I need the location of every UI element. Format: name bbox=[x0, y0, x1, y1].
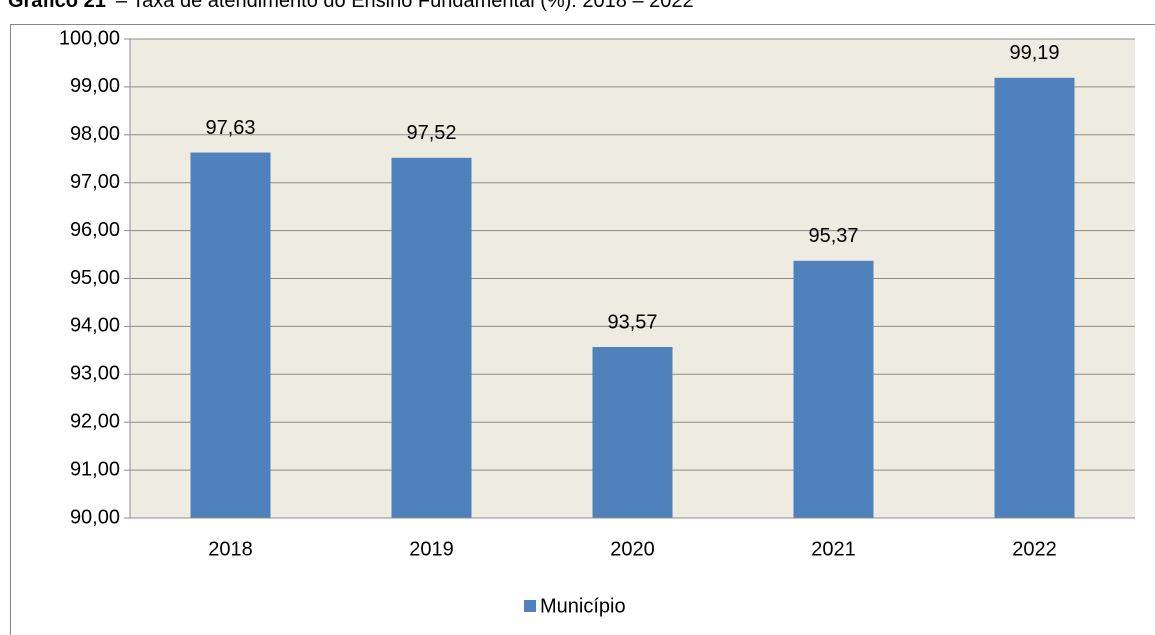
bar bbox=[190, 152, 271, 518]
legend-swatch bbox=[524, 600, 536, 612]
y-tick-label: 100,00 bbox=[59, 27, 120, 49]
y-tick-label: 91,00 bbox=[70, 458, 120, 480]
x-tick-label: 2019 bbox=[409, 538, 454, 560]
x-tick-label: 2020 bbox=[610, 538, 655, 560]
value-label: 93,57 bbox=[607, 311, 657, 333]
y-tick-label: 97,00 bbox=[70, 171, 120, 193]
legend-label: Município bbox=[540, 595, 626, 617]
title-text: – Taxa de atendimento do Ensino Fundamen… bbox=[116, 0, 694, 12]
x-tick-label: 2018 bbox=[208, 538, 253, 560]
x-tick-label: 2021 bbox=[811, 538, 856, 560]
value-label: 97,63 bbox=[205, 117, 255, 139]
y-tick-label: 95,00 bbox=[70, 267, 120, 289]
y-tick-label: 92,00 bbox=[70, 410, 120, 432]
bar bbox=[994, 77, 1075, 518]
y-tick-label: 99,00 bbox=[70, 75, 120, 97]
y-tick-label: 98,00 bbox=[70, 123, 120, 145]
y-tick-label: 96,00 bbox=[70, 219, 120, 241]
x-tick-label: 2022 bbox=[1012, 538, 1057, 560]
y-tick-label: 90,00 bbox=[70, 506, 120, 528]
y-tick-label: 93,00 bbox=[70, 363, 120, 385]
bar bbox=[391, 157, 472, 519]
value-label: 97,52 bbox=[406, 122, 456, 144]
value-label: 95,37 bbox=[808, 225, 858, 247]
title-label: Gráfico 21 bbox=[8, 0, 106, 12]
y-tick-label: 94,00 bbox=[70, 315, 120, 337]
bar bbox=[592, 346, 673, 518]
value-label: 99,19 bbox=[1009, 42, 1059, 64]
chart-title: Gráfico 21 – Taxa de atendimento do Ensin… bbox=[8, 0, 694, 12]
bar bbox=[793, 260, 874, 518]
